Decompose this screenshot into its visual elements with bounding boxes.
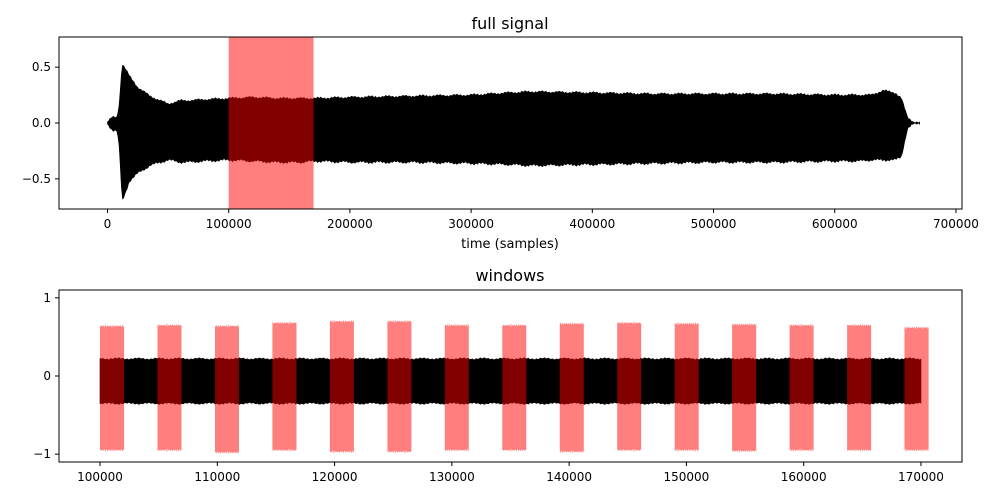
x-tick-label: 400000 bbox=[569, 217, 615, 231]
plot-area bbox=[107, 37, 920, 209]
chart-full-signal: full signal 0 100000 200000 300000 400000 500… bbox=[22, 14, 979, 252]
window-segment bbox=[272, 320, 297, 453]
chart-title: windows bbox=[475, 266, 544, 285]
window-segment bbox=[502, 323, 527, 452]
x-tick-label: 130000 bbox=[429, 470, 475, 484]
y-tick-label: −1 bbox=[33, 447, 51, 461]
window-segment bbox=[904, 325, 929, 453]
chart-title: full signal bbox=[471, 14, 548, 33]
x-tick-label: 700000 bbox=[933, 217, 979, 231]
window-segment bbox=[329, 319, 354, 454]
window-segment bbox=[789, 323, 814, 453]
x-tick-label: 160000 bbox=[781, 470, 827, 484]
window-segment bbox=[847, 323, 872, 452]
x-tick-label: 170000 bbox=[898, 470, 944, 484]
window-segment bbox=[444, 323, 469, 453]
x-tick-label: 100000 bbox=[206, 217, 252, 231]
window-segment bbox=[732, 322, 757, 453]
axes: 100000 110000 120000 130000 140000 150000 1600… bbox=[33, 289, 963, 484]
y-tick-label: 0 bbox=[43, 369, 51, 383]
chart-windows: windows 100000 110000 120000 130000 140000 15… bbox=[33, 266, 963, 484]
window-segment bbox=[387, 319, 412, 454]
x-tick-label: 120000 bbox=[312, 470, 358, 484]
x-tick-label: 110000 bbox=[194, 470, 240, 484]
y-tick-label: 0.0 bbox=[32, 116, 51, 130]
x-tick-label: 300000 bbox=[448, 217, 494, 231]
plot-area bbox=[99, 319, 929, 455]
y-tick-label: −0.5 bbox=[22, 172, 51, 186]
x-tick-label: 500000 bbox=[691, 217, 737, 231]
window-segment bbox=[559, 321, 584, 454]
x-axis-label: time (samples) bbox=[461, 237, 559, 252]
window-segment bbox=[100, 324, 125, 453]
x-tick-label: 150000 bbox=[664, 470, 710, 484]
window-segment bbox=[674, 321, 699, 452]
x-tick-label: 600000 bbox=[812, 217, 858, 231]
x-tick-label: 140000 bbox=[546, 470, 592, 484]
y-tick-label: 1 bbox=[43, 291, 51, 305]
x-tick-label: 200000 bbox=[327, 217, 373, 231]
window-highlight bbox=[228, 37, 314, 209]
x-tick-label: 100000 bbox=[77, 470, 123, 484]
axes: 0 100000 200000 300000 400000 500000 600000 700… bbox=[22, 36, 979, 231]
x-tick-label: 0 bbox=[104, 217, 112, 231]
window-segment bbox=[617, 321, 642, 453]
window-segment bbox=[215, 324, 239, 455]
y-tick-label: 0.5 bbox=[32, 60, 51, 74]
window-segment bbox=[157, 323, 182, 453]
